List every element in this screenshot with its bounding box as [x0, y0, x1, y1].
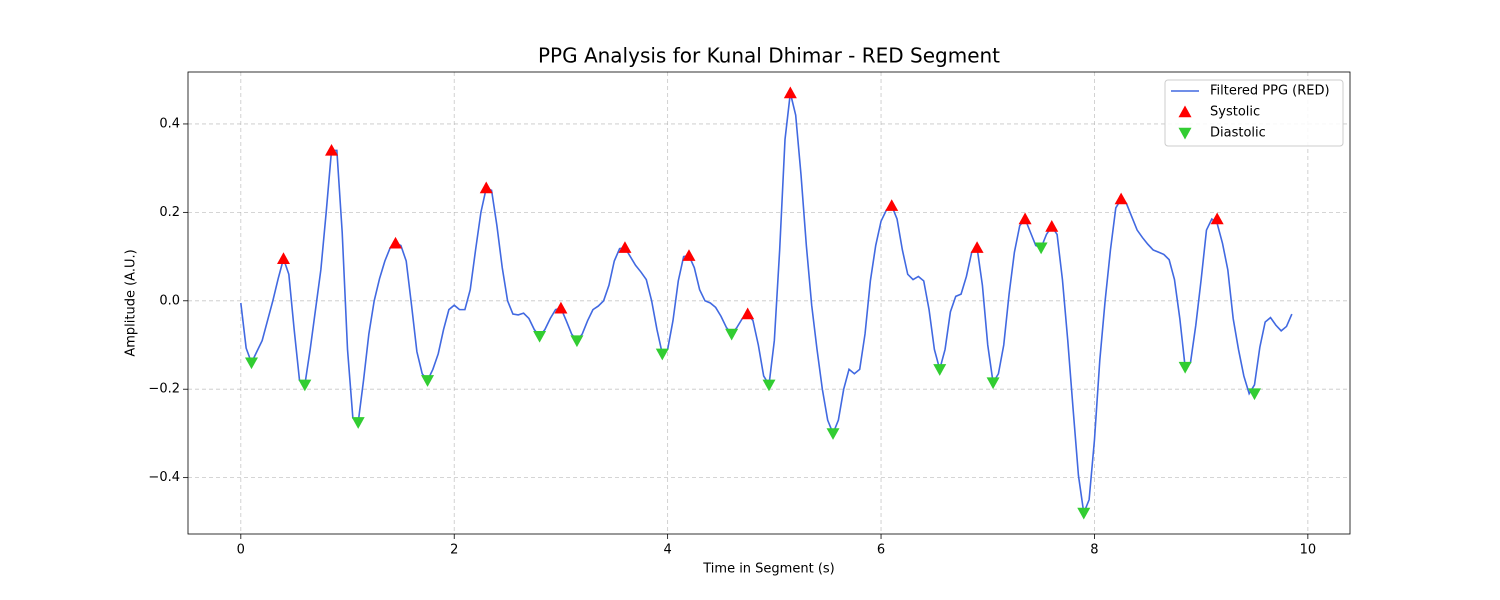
peak-marker	[933, 364, 947, 376]
peak-marker	[1045, 220, 1059, 232]
y-tick-label: −0.2	[148, 382, 180, 397]
peak-marker	[1114, 192, 1128, 205]
legend-label: Diastolic	[1210, 126, 1266, 141]
y-tick-label: 0.2	[159, 205, 180, 220]
peak-marker	[1018, 212, 1032, 225]
peak-marker	[986, 377, 1000, 390]
peak-marker	[1210, 212, 1224, 225]
peak-marker	[570, 335, 584, 348]
legend-swatch	[1178, 105, 1192, 118]
peak-marker	[655, 348, 669, 361]
peak-marker	[970, 241, 984, 253]
x-axis-label: Time in Segment (s)	[702, 562, 834, 577]
y-tick-label: 0.4	[159, 116, 180, 131]
peak-marker	[325, 143, 339, 156]
peak-marker	[1034, 242, 1048, 255]
peak-marker	[826, 428, 840, 440]
peak-marker	[421, 375, 435, 387]
x-tick-label: 6	[877, 543, 885, 558]
peak-marker	[479, 181, 493, 194]
plot-frame	[187, 71, 1351, 535]
peak-marker	[741, 307, 755, 320]
peak-marker	[389, 236, 403, 249]
x-tick-label: 10	[1300, 543, 1317, 558]
peak-marker	[885, 199, 899, 211]
peak-marker	[298, 379, 312, 392]
peak-marker	[762, 379, 776, 392]
peak-marker	[783, 86, 797, 99]
y-tick-label: −0.4	[148, 470, 180, 485]
peak-marker	[725, 328, 739, 341]
peak-marker	[1178, 361, 1192, 374]
y-axis-label: Amplitude (A.U.)	[124, 249, 139, 356]
peak-marker	[1077, 507, 1091, 520]
peak-marker	[533, 330, 547, 343]
peak-marker	[618, 241, 632, 253]
peak-marker	[1248, 388, 1262, 401]
legend-label: Systolic	[1210, 105, 1260, 120]
peak-marker	[276, 252, 290, 264]
x-tick-label: 4	[663, 543, 671, 558]
chart-title: PPG Analysis for Kunal Dhimar - RED Segm…	[538, 44, 1000, 68]
legend-swatch	[1178, 127, 1192, 140]
legend-box	[1164, 79, 1344, 147]
y-tick-label: 0.0	[159, 293, 180, 308]
peak-marker	[244, 357, 258, 370]
x-tick-label: 2	[450, 543, 458, 558]
peak-marker	[682, 249, 696, 261]
x-tick-label: 0	[237, 543, 245, 558]
peak-marker	[554, 301, 568, 314]
legend-label: Filtered PPG (RED)	[1210, 84, 1330, 99]
x-tick-label: 8	[1090, 543, 1098, 558]
peak-marker	[351, 417, 365, 429]
